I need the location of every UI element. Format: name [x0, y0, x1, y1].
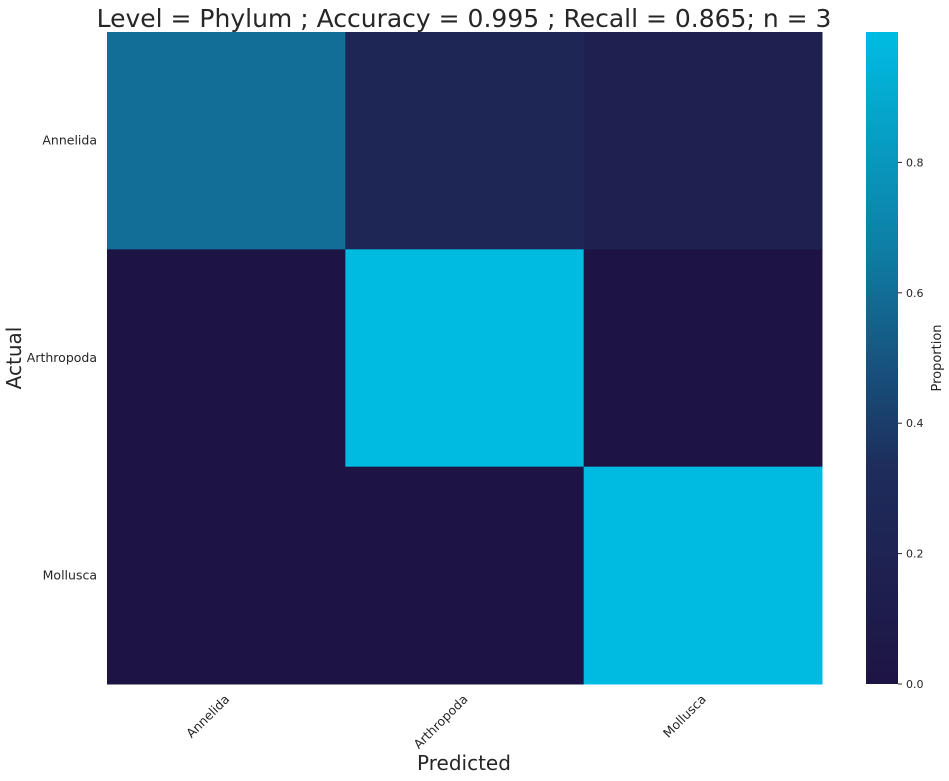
chart-title: Level = Phylum ; Accuracy = 0.995 ; Reca… [97, 4, 832, 33]
heatmap-cell [107, 466, 346, 685]
y-tick-label: Mollusca [43, 567, 97, 582]
colorbar-ticks: 0.0 0.2 0.4 0.6 0.8 [898, 156, 924, 691]
heatmap-cell [583, 466, 823, 685]
y-tick-label: Arthropoda [27, 350, 97, 365]
colorbar [866, 32, 898, 684]
colorbar-label: Proportion [930, 324, 945, 391]
x-tick-labels: Annelida Arthropoda Mollusca [183, 692, 709, 752]
x-tick-label: Arthropoda [410, 692, 470, 752]
y-tick-labels: Annelida Arthropoda Mollusca [27, 133, 97, 583]
heatmap-cell [345, 249, 585, 468]
colorbar-tick-label: 0.0 [906, 678, 924, 691]
heatmap-cell [583, 249, 823, 468]
heatmap-cell [583, 32, 823, 250]
y-tick-label: Annelida [42, 133, 97, 148]
x-tick-label: Mollusca [660, 692, 709, 741]
heatmap-cell [107, 32, 346, 250]
heatmap-cell [345, 466, 585, 685]
x-tick-label: Annelida [183, 692, 232, 741]
colorbar-tick-label: 0.6 [906, 287, 924, 300]
y-axis-label: Actual [2, 327, 26, 390]
colorbar-tick-label: 0.8 [906, 156, 924, 169]
heatmap-cell [345, 32, 585, 250]
x-axis-label: Predicted [417, 751, 511, 775]
colorbar-tick-label: 0.4 [906, 417, 924, 430]
heatmap-cells [107, 32, 823, 685]
heatmap-cell [107, 249, 346, 468]
colorbar-tick-label: 0.2 [906, 548, 924, 561]
